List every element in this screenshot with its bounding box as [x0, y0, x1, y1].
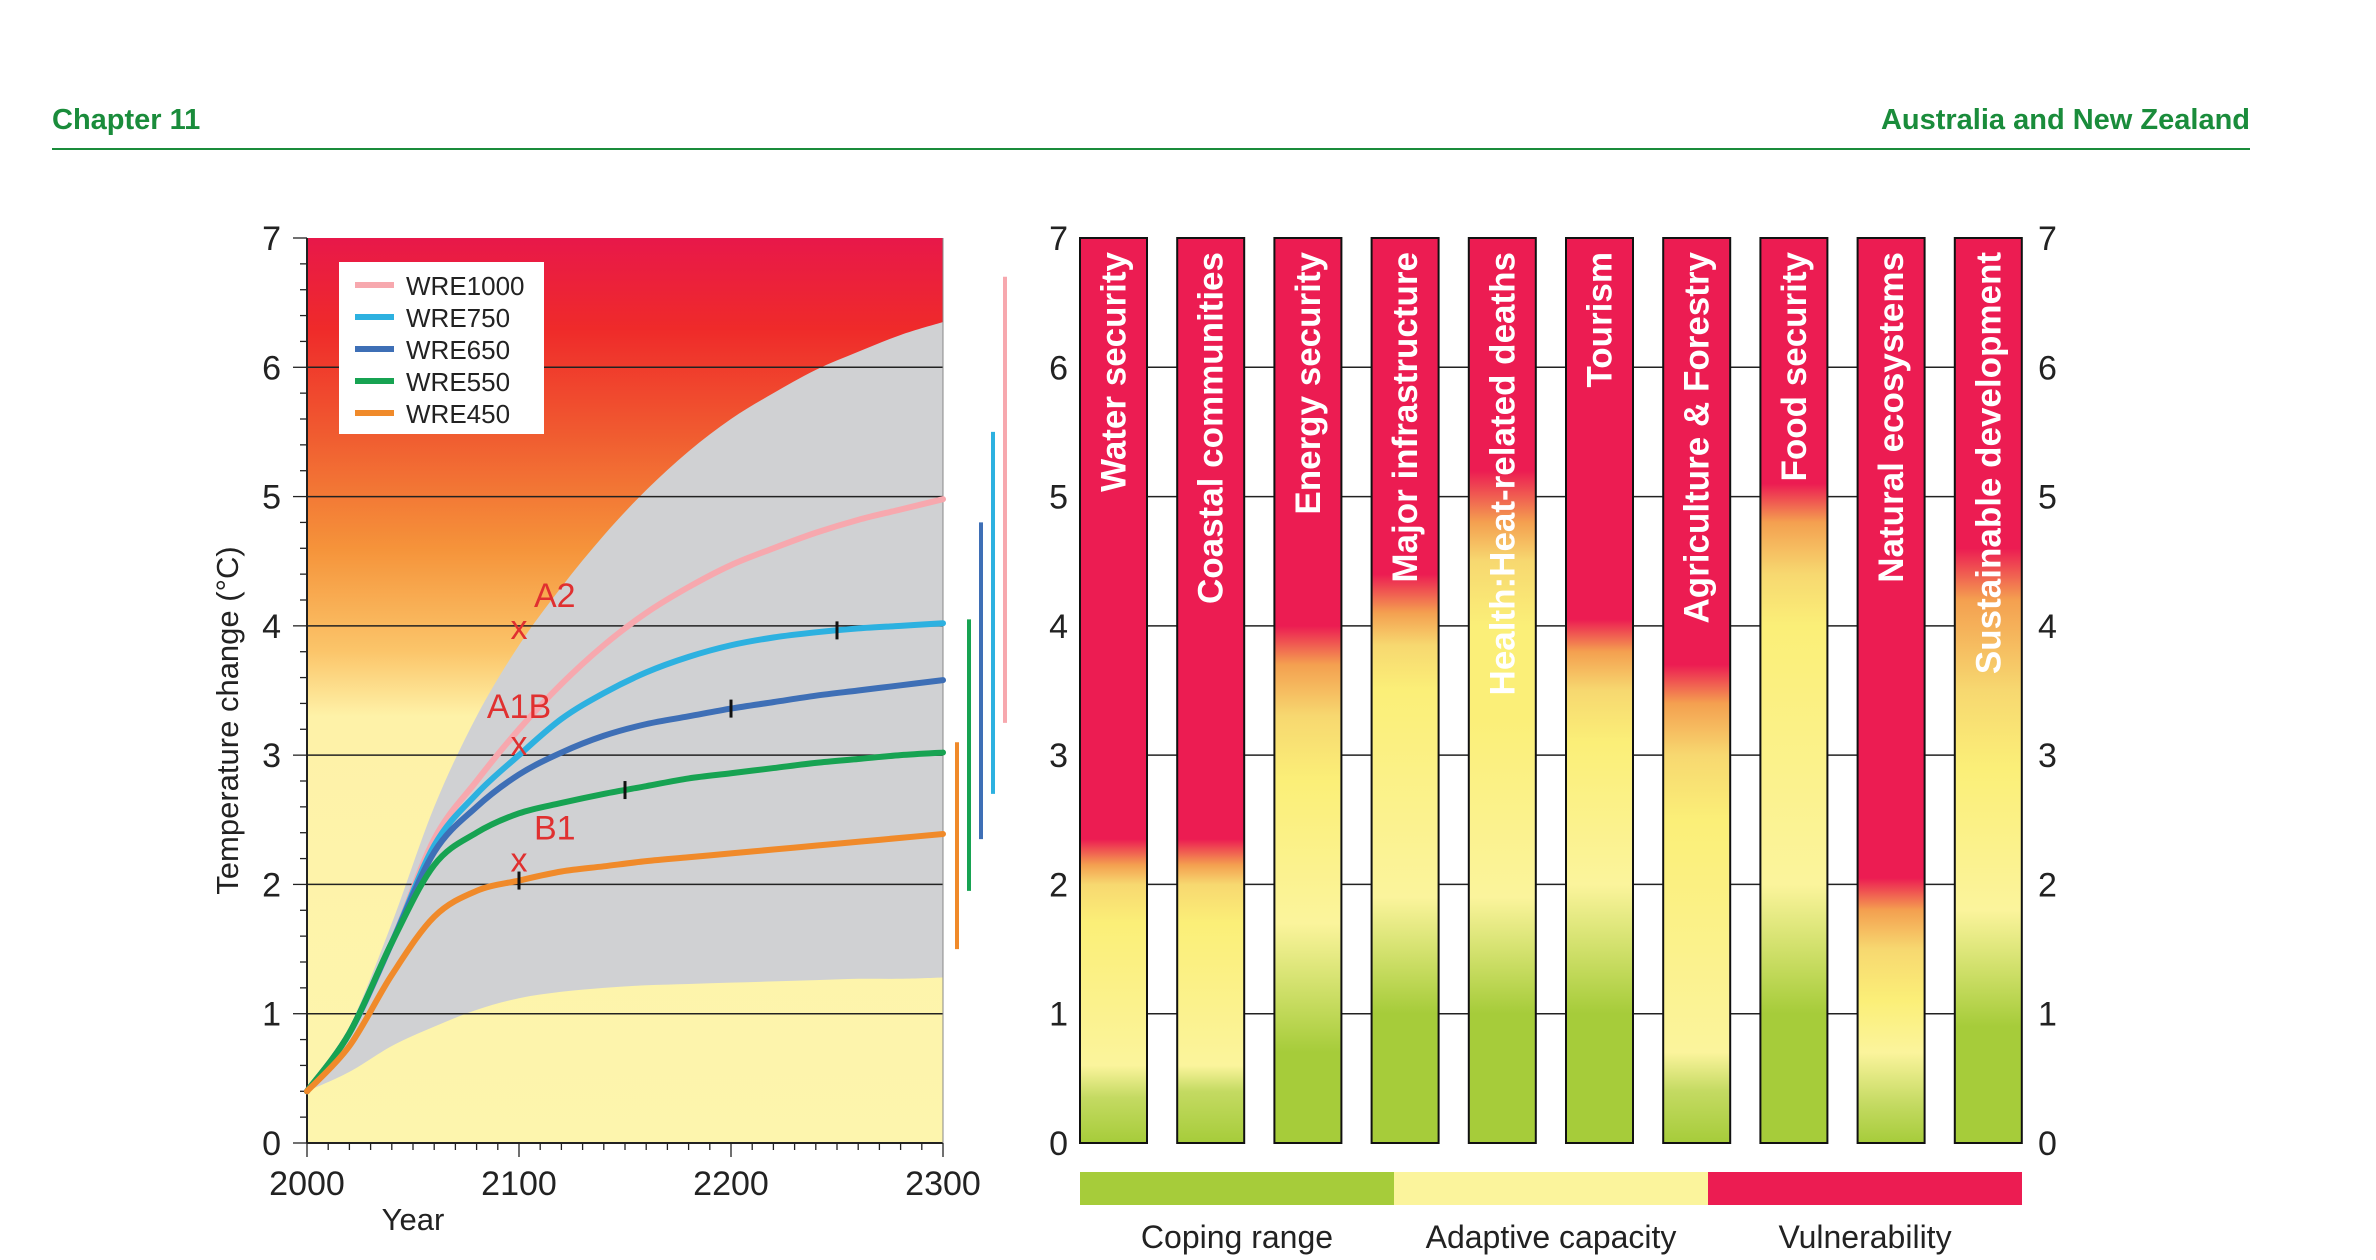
sector-bar — [1467, 237, 1537, 1144]
scenario-label-a1b: A1B — [487, 688, 551, 726]
y-tick-label: 6 — [262, 349, 281, 387]
legend-label-wre450: WRE450 — [406, 399, 510, 429]
chapter-label: Chapter 11 — [52, 104, 201, 136]
sector-label: Natural ecosystems — [1872, 252, 1911, 583]
y-tick-label: 2 — [262, 866, 281, 904]
right-y-tick-label: 2 — [2038, 866, 2057, 904]
left-y-tick-label: 7 — [1049, 220, 1068, 258]
sector-label: Major infrastructure — [1386, 252, 1425, 583]
y-tick-label: 5 — [262, 479, 281, 517]
legend-label-wre750: WRE750 — [406, 303, 510, 333]
x-tick-label: 2300 — [905, 1165, 981, 1203]
y-tick-label: 0 — [262, 1125, 281, 1163]
scenario-label-a2: A2 — [534, 577, 576, 615]
legend-swatch-adaptive-capacity — [1394, 1172, 1708, 1205]
left-y-tick-label: 3 — [1049, 737, 1068, 775]
left-y-tick-label: 6 — [1049, 349, 1068, 387]
sector-label: Food security — [1775, 251, 1814, 481]
legend-swatch-coping-range — [1080, 1172, 1394, 1205]
scenario-marker-a2: x — [511, 609, 528, 647]
x-tick-label: 2100 — [481, 1165, 557, 1203]
scenario-label-b1: B1 — [534, 810, 576, 848]
sector-label: Health:Heat-related deaths — [1483, 252, 1522, 695]
y-tick-label: 1 — [262, 996, 281, 1034]
sector-bar — [1079, 237, 1148, 1144]
legend-swatch-vulnerability — [1708, 1172, 2022, 1205]
sector-vulnerability-chart: 0 0 1 1 2 2 3 3 4 4 5 5 6 6 7 7 Water security Coastal co… — [1049, 220, 2057, 1255]
left-y-tick-label: 4 — [1049, 608, 1068, 646]
y-tick-label: 3 — [262, 737, 281, 775]
section-title: Australia and New Zealand — [1880, 104, 2250, 136]
sector-bar — [1273, 237, 1343, 1144]
right-y-tick-label: 5 — [2038, 479, 2057, 517]
temperature-projection-chart: 0 1 2 3 4 5 6 7 2000 2100 2200 2300 Year Temperature … — [210, 220, 1007, 1237]
sector-bar — [1176, 237, 1246, 1144]
left-y-tick-label: 1 — [1049, 996, 1068, 1034]
y-axis-label: Temperature change (°C) — [210, 546, 245, 894]
right-y-tick-label: 1 — [2038, 996, 2057, 1034]
left-y-tick-label: 5 — [1049, 479, 1068, 517]
y-tick-label: 4 — [262, 608, 281, 646]
series-line-wre550 — [304, 749, 946, 1095]
x-tick-label: 2200 — [693, 1165, 769, 1203]
sector-bar — [1856, 237, 1926, 1144]
legend-label-wre1000: WRE1000 — [406, 271, 525, 301]
right-y-tick-label: 0 — [2038, 1125, 2057, 1163]
right-y-tick-label: 3 — [2038, 737, 2057, 775]
scenario-marker-a1b: x — [511, 725, 528, 763]
legend-label-coping-range: Coping range — [1141, 1219, 1333, 1255]
legend-label-vulnerability: Vulnerability — [1778, 1219, 1951, 1255]
sector-bar — [1662, 237, 1732, 1144]
header-rule — [52, 148, 2250, 150]
right-y-tick-label: 4 — [2038, 608, 2057, 646]
left-y-tick-label: 2 — [1049, 866, 1068, 904]
sector-bar — [1759, 237, 1829, 1144]
sector-label: Sustainable development — [1969, 252, 2008, 674]
sector-label: Coastal communities — [1192, 252, 1231, 604]
sector-bar — [1565, 237, 1634, 1144]
left-y-tick-label: 0 — [1049, 1125, 1068, 1163]
x-axis-label: Year — [382, 1202, 445, 1237]
scenario-marker-b1: x — [511, 842, 528, 880]
sector-bar — [1953, 237, 2023, 1144]
sector-label: Energy security — [1289, 251, 1328, 514]
legend-label-wre650: WRE650 — [406, 335, 510, 365]
sector-label: Water security — [1095, 251, 1134, 491]
legend-label-wre550: WRE550 — [406, 367, 510, 397]
right-y-tick-label: 6 — [2038, 349, 2057, 387]
sector-bar — [1370, 237, 1440, 1144]
sector-label: Tourism — [1581, 252, 1620, 387]
y-tick-label: 7 — [262, 220, 281, 258]
sector-label: Agriculture & Forestry — [1678, 251, 1717, 623]
right-y-tick-label: 7 — [2038, 220, 2057, 258]
x-tick-label: 2000 — [269, 1165, 345, 1203]
uncertainty-band — [307, 322, 943, 1092]
series-line-wre450 — [304, 831, 946, 1095]
legend-label-adaptive-capacity: Adaptive capacity — [1426, 1219, 1677, 1255]
